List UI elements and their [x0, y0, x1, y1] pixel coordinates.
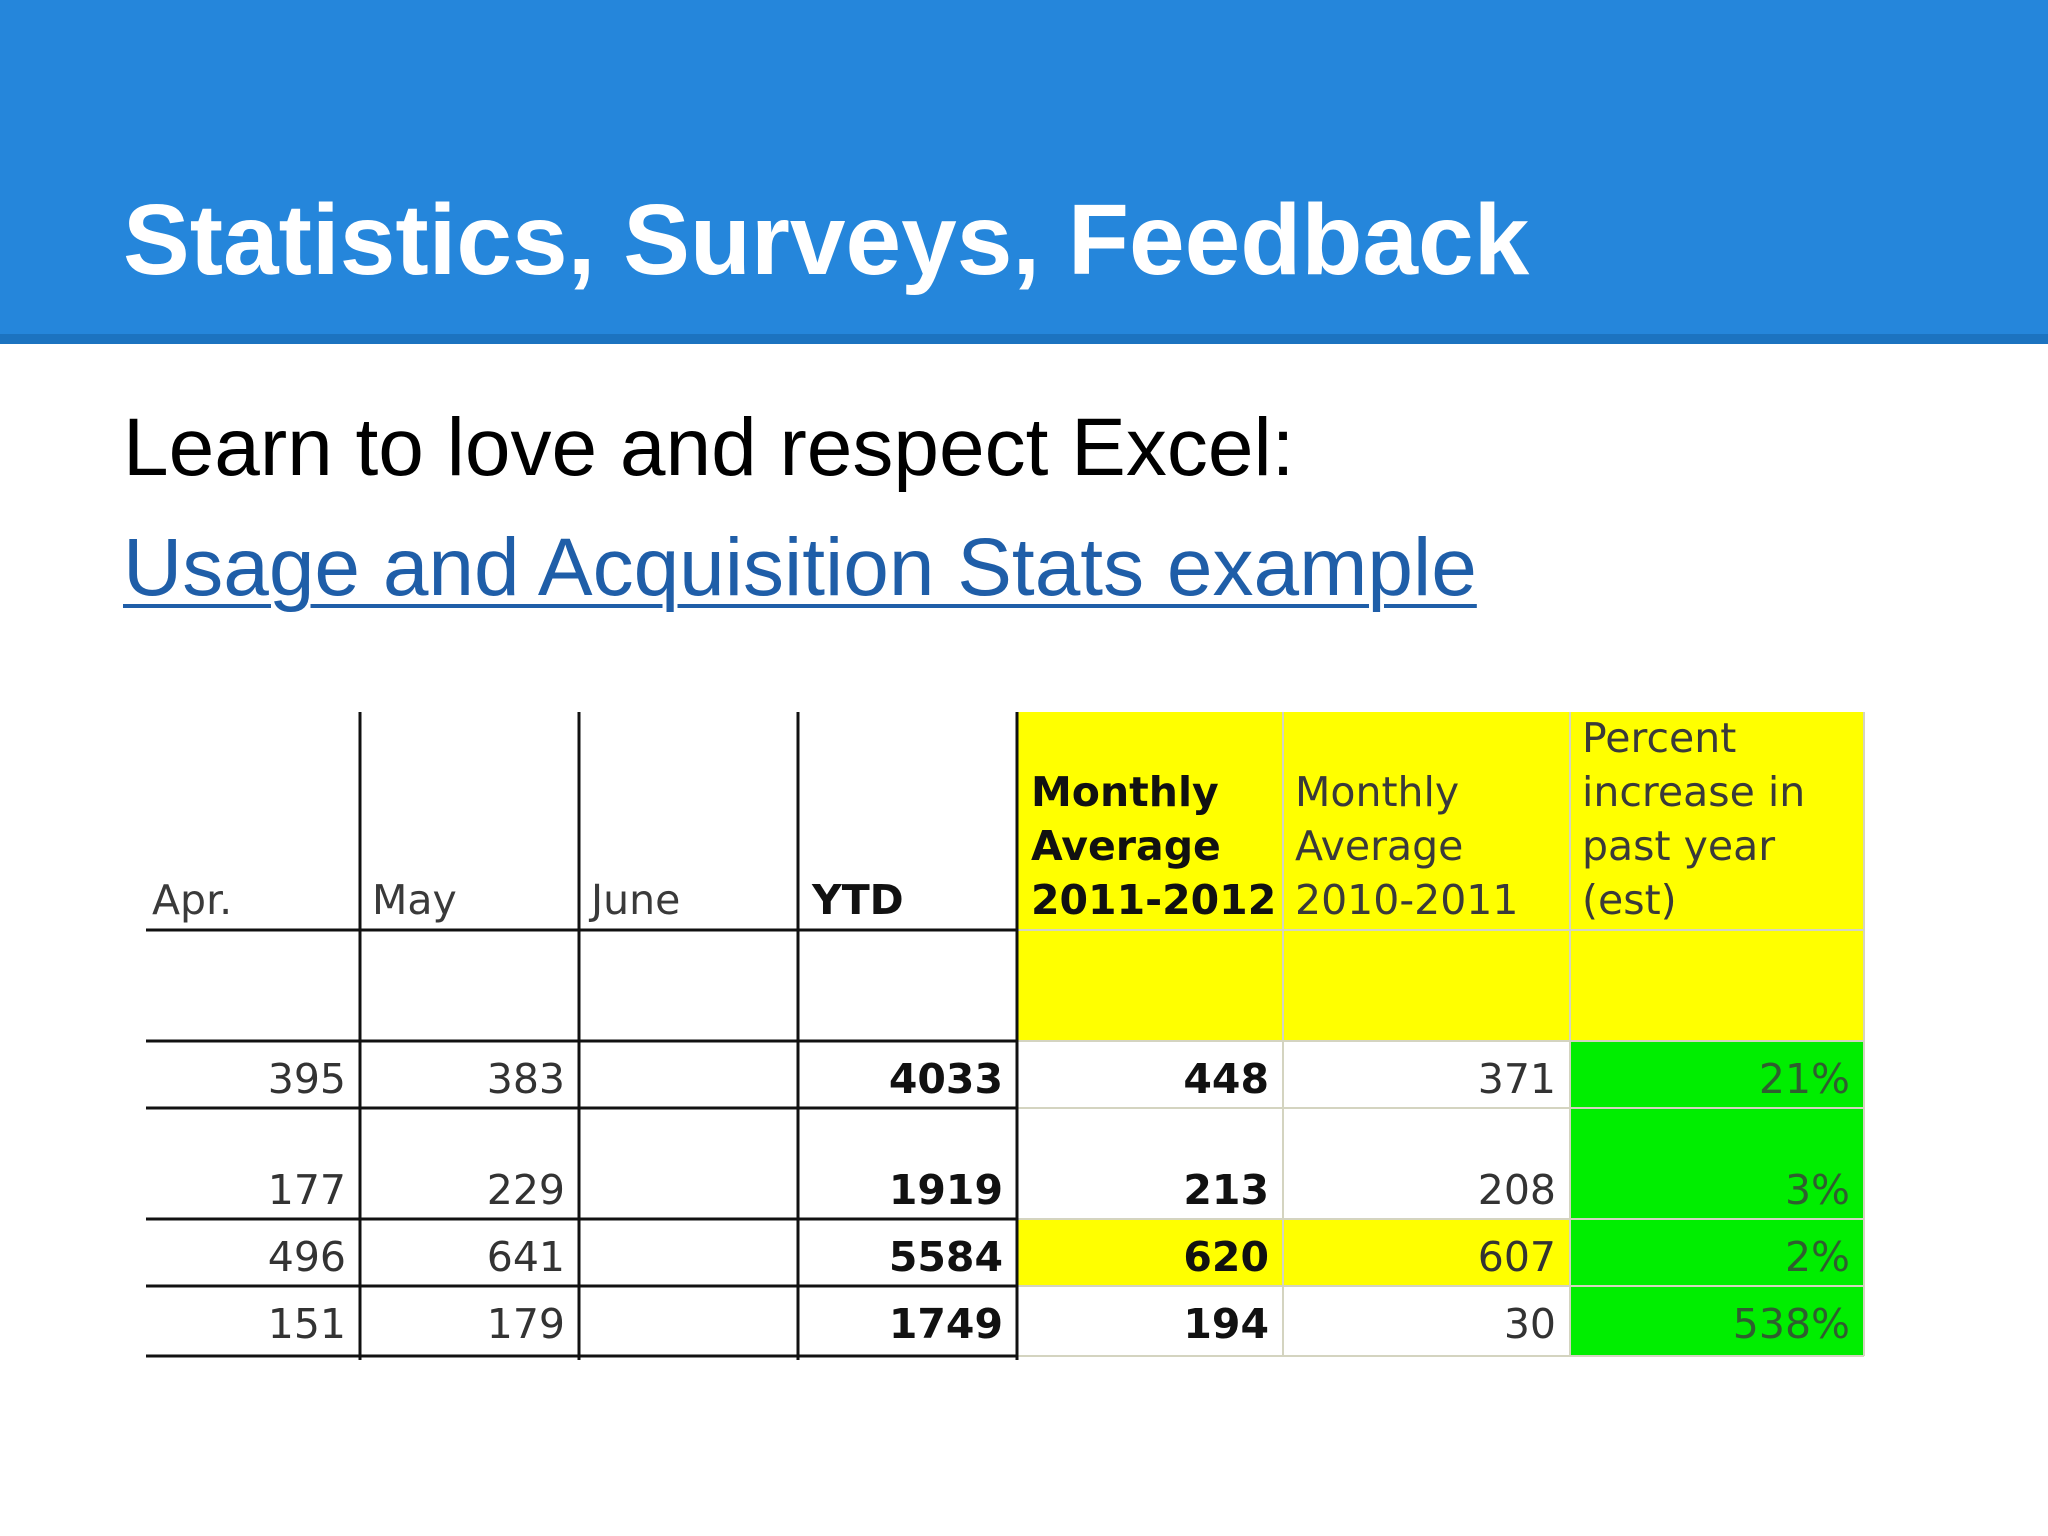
header-avg-2010-2011: Average	[1295, 822, 1463, 870]
cell-avg-2010-2011: 30	[1504, 1300, 1556, 1348]
header-percent-increase: increase in	[1582, 768, 1805, 816]
cell-pct-increase: 538%	[1733, 1300, 1850, 1348]
cell-apr: 151	[268, 1300, 346, 1348]
title-bar-rule	[0, 334, 2048, 344]
cell-ytd: 5584	[889, 1233, 1003, 1281]
cell-apr: 395	[268, 1055, 346, 1103]
cell-may: 179	[487, 1300, 565, 1348]
header-avg-2011-2012: Monthly	[1031, 768, 1219, 816]
highlight-row-yellow	[1017, 1219, 1570, 1286]
cell-pct-increase: 3%	[1785, 1166, 1850, 1214]
cell-avg-2011-2012: 213	[1183, 1166, 1269, 1214]
cell-avg-2010-2011: 371	[1478, 1055, 1556, 1103]
cell-may: 383	[487, 1055, 565, 1103]
body-text: Learn to love and respect Excel:	[123, 402, 1295, 493]
highlight-percent-green	[1570, 1041, 1864, 1356]
cell-apr: 177	[268, 1166, 346, 1214]
cell-may: 641	[487, 1233, 565, 1281]
header-percent-increase: Percent	[1582, 714, 1736, 762]
title-bar	[0, 0, 2048, 334]
cell-ytd: 1749	[889, 1300, 1003, 1348]
header-percent-increase: past year	[1582, 822, 1775, 870]
header-avg-2011-2012: Average	[1031, 822, 1221, 870]
cell-avg-2011-2012: 620	[1183, 1233, 1269, 1281]
cell-ytd: 1919	[889, 1166, 1003, 1214]
header-ytd: YTD	[811, 876, 904, 924]
cell-avg-2010-2011: 607	[1478, 1233, 1556, 1281]
highlight-header-yellow	[1017, 712, 1864, 1041]
header-avg-2011-2012: 2011-2012	[1031, 876, 1276, 924]
cell-may: 229	[487, 1166, 565, 1214]
cell-pct-increase: 2%	[1785, 1233, 1850, 1281]
cell-apr: 496	[268, 1233, 346, 1281]
header-avg-2010-2011: 2010-2011	[1295, 876, 1518, 924]
cell-avg-2010-2011: 208	[1478, 1166, 1556, 1214]
header-june: June	[588, 876, 680, 924]
cell-pct-increase: 21%	[1759, 1055, 1850, 1103]
cell-avg-2011-2012: 194	[1183, 1300, 1269, 1348]
header-may: May	[372, 876, 457, 924]
header-avg-2010-2011: Monthly	[1295, 768, 1459, 816]
cell-ytd: 4033	[889, 1055, 1003, 1103]
header-apr: Apr.	[152, 876, 232, 924]
slide-title: Statistics, Surveys, Feedback	[123, 184, 1530, 296]
header-percent-increase: (est)	[1582, 876, 1677, 924]
cell-avg-2011-2012: 448	[1183, 1055, 1269, 1103]
stats-example-link[interactable]: Usage and Acquisition Stats example	[123, 522, 1477, 613]
